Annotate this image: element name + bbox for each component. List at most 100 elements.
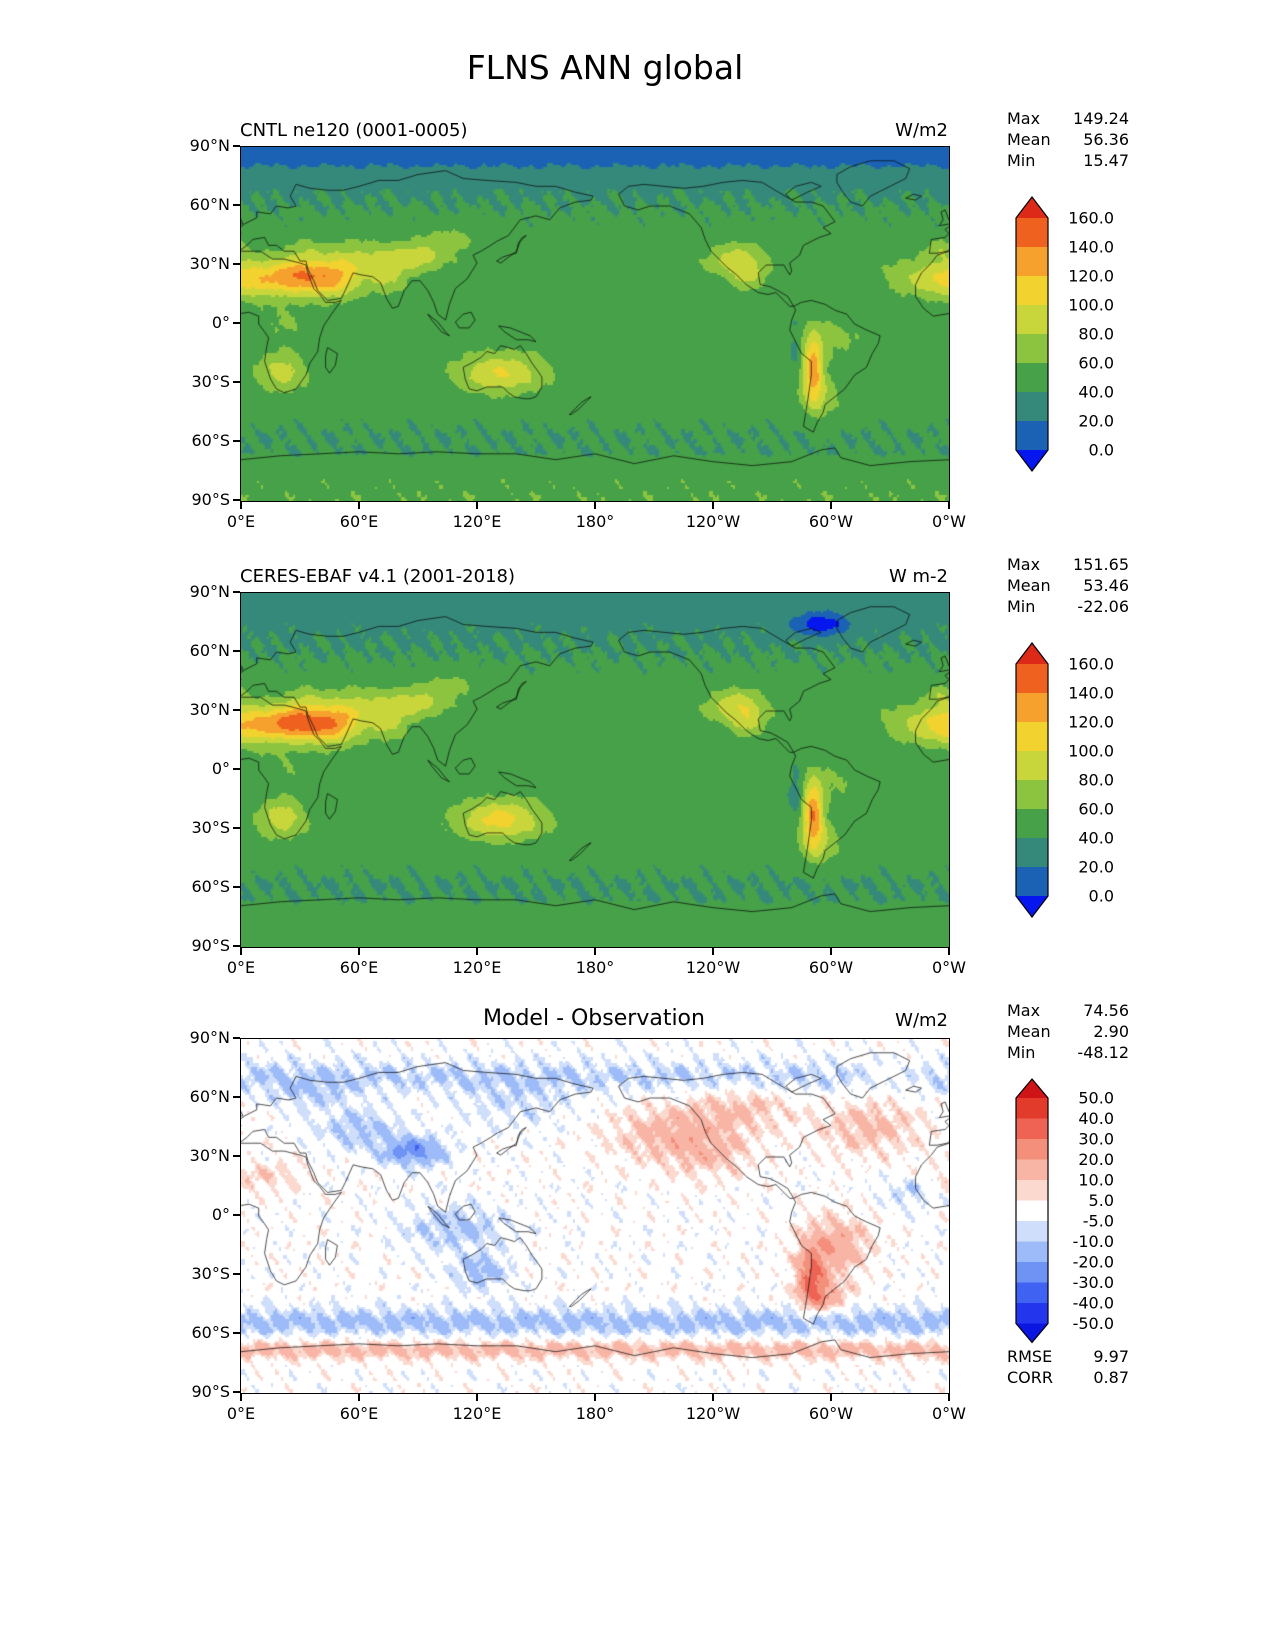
stat-label: Min xyxy=(1007,1043,1036,1062)
lat-tick-label: 0° xyxy=(211,759,230,778)
lat-tick-mark xyxy=(233,499,240,501)
lon-tick-label: 0°E xyxy=(226,512,256,531)
lat-tick-mark xyxy=(233,1096,240,1098)
lon-tick-label: 60°E xyxy=(339,1404,379,1423)
colorbar-segment xyxy=(1016,1098,1048,1119)
lon-tick-mark xyxy=(830,502,832,509)
colorbar-tick-label: -30.0 xyxy=(1073,1273,1114,1292)
colorbar-segment xyxy=(1016,450,1048,471)
colorbar-tick-label: 140.0 xyxy=(1068,238,1114,257)
panel-title-obs: CERES-EBAF v4.1 (2001-2018) xyxy=(240,566,516,587)
panel-units-obs: W m-2 xyxy=(888,566,948,587)
map-canvas-diff xyxy=(240,1038,950,1394)
colorbar-tick-label: 160.0 xyxy=(1068,655,1114,674)
panel-header-model: CNTL ne120 (0001-0005) W/m2 xyxy=(240,115,948,141)
colorbar-segment xyxy=(1016,1159,1048,1181)
lon-tick-mark xyxy=(830,1394,832,1401)
lat-tick-label: 90°S xyxy=(191,490,230,509)
stat-label: Max xyxy=(1007,109,1041,128)
lon-tick-label: 180° xyxy=(575,958,615,977)
lat-tick-mark xyxy=(233,204,240,206)
lon-tick-label: 60°E xyxy=(339,958,379,977)
lon-tick-label: 0°W xyxy=(932,958,966,977)
colorbar-tick-label: 20.0 xyxy=(1078,412,1114,431)
lon-tick-mark xyxy=(476,948,478,955)
colorbar-segment xyxy=(1016,392,1048,422)
stat-value: 151.65 xyxy=(1073,555,1129,574)
colorbar-diff: 50.040.0 30.020.0 10.05.0 -5.0-10.0 -20.0-30… xyxy=(1015,1078,1114,1344)
stat-label: RMSE xyxy=(1007,1347,1053,1366)
stat-row: Mean 53.46 xyxy=(1007,575,1129,596)
stat-label: Mean xyxy=(1007,130,1051,149)
colorbar-segment xyxy=(1016,305,1048,335)
colorbar-segment xyxy=(1016,1139,1048,1160)
lon-tick-mark xyxy=(594,1394,596,1401)
colorbar-tick-label: -50.0 xyxy=(1073,1314,1114,1333)
stat-label: Max xyxy=(1007,1001,1041,1020)
lat-tick-mark xyxy=(233,709,240,711)
stat-value: 0.87 xyxy=(1093,1368,1129,1387)
colorbar-outline xyxy=(1015,1078,1049,1344)
lat-tick-mark xyxy=(233,1391,240,1393)
stat-value: 74.56 xyxy=(1083,1001,1129,1020)
colorbar-segment xyxy=(1016,809,1048,839)
lat-tick-label: 0° xyxy=(211,1205,230,1224)
lon-tick-label: 120°E xyxy=(452,1404,502,1423)
colorbar-tick-label: 40.0 xyxy=(1078,829,1114,848)
colorbar-tick-label: 140.0 xyxy=(1068,684,1114,703)
lon-tick-label: 60°E xyxy=(339,512,379,531)
lon-tick-mark xyxy=(240,948,242,955)
stat-value: 53.46 xyxy=(1083,576,1129,595)
lon-tick-mark xyxy=(358,502,360,509)
colorbar-tick-label: 120.0 xyxy=(1068,713,1114,732)
lat-tick-mark xyxy=(233,1214,240,1216)
lon-tick-mark xyxy=(476,502,478,509)
colorbar-segment xyxy=(1016,693,1048,723)
colorbar-tick-label: 30.0 xyxy=(1078,1130,1114,1149)
lon-tick-label: 0°E xyxy=(226,1404,256,1423)
colorbar-outline xyxy=(1015,642,1049,918)
colorbar-segment xyxy=(1016,276,1048,306)
colorbar-segment xyxy=(1016,1200,1048,1222)
colorbar-tick-label: 120.0 xyxy=(1068,267,1114,286)
colorbar-tick-label: 80.0 xyxy=(1078,325,1114,344)
colorbar-segment xyxy=(1016,1282,1048,1304)
colorbar-segment xyxy=(1016,421,1048,451)
lon-tick-mark xyxy=(948,948,950,955)
colorbar-segment xyxy=(1016,643,1048,664)
stat-label: Min xyxy=(1007,151,1036,170)
colorbar-segment xyxy=(1016,1079,1048,1098)
stat-value: 9.97 xyxy=(1093,1347,1129,1366)
colorbar-tick-label: 60.0 xyxy=(1078,354,1114,373)
lon-tick-label: 180° xyxy=(575,512,615,531)
stat-row: Min -48.12 xyxy=(1007,1042,1129,1063)
lon-tick-mark xyxy=(948,1394,950,1401)
lat-tick-mark xyxy=(233,945,240,947)
colorbar-tick-label: 60.0 xyxy=(1078,800,1114,819)
stat-value: -22.06 xyxy=(1077,597,1129,616)
stat-value: -48.12 xyxy=(1077,1043,1129,1062)
lat-tick-label: 30°S xyxy=(191,372,230,391)
lat-tick-label: 60°N xyxy=(189,641,230,660)
stat-value: 56.36 xyxy=(1083,130,1129,149)
panel-header-diff: Model - Observation W/m2 xyxy=(240,1005,948,1031)
lon-tick-label: 120°W xyxy=(685,958,741,977)
colorbar-tick-label: 100.0 xyxy=(1068,296,1114,315)
lat-tick-mark xyxy=(233,1155,240,1157)
stat-label: Mean xyxy=(1007,576,1051,595)
stat-label: Max xyxy=(1007,555,1041,574)
colorbar-tick-label: -20.0 xyxy=(1073,1253,1114,1272)
lat-tick-mark xyxy=(233,650,240,652)
colorbar-segment xyxy=(1016,218,1048,248)
lat-tick-mark xyxy=(233,381,240,383)
colorbar-tick-label: 80.0 xyxy=(1078,771,1114,790)
colorbar-outline xyxy=(1015,196,1049,472)
lat-tick-mark xyxy=(233,145,240,147)
panel-units-diff: W/m2 xyxy=(895,1010,948,1031)
lon-tick-mark xyxy=(712,502,714,509)
stat-row: Max 149.24 xyxy=(1007,108,1129,129)
lat-tick-mark xyxy=(233,827,240,829)
panel-units-model: W/m2 xyxy=(895,120,948,141)
stats-block-diff: Max 74.56 Mean 2.90 Min -48.12 xyxy=(1007,1000,1129,1063)
